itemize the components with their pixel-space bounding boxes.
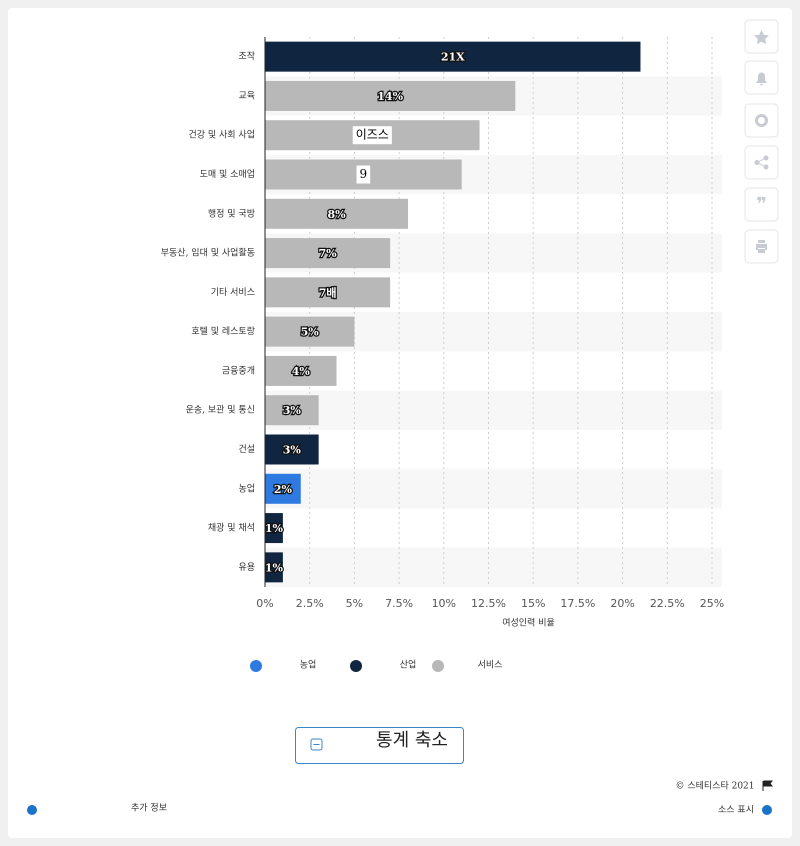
bell-icon (756, 72, 767, 86)
annotation: 9 (360, 167, 368, 181)
bar (265, 41, 641, 72)
y-tick-label: 도매 및 소매업 (200, 168, 255, 180)
quote-icon: ❞ (756, 194, 767, 215)
x-tick-label: 20% (610, 597, 634, 610)
toolbar: ❞ (744, 19, 779, 264)
y-tick-label: 농업 (238, 483, 255, 494)
y-tick-label: 건설 (238, 444, 255, 455)
share-icon (754, 155, 769, 170)
settings-button[interactable] (744, 103, 779, 138)
y-tick-label: 금융중개 (222, 365, 255, 376)
x-tick-label: 22.5% (650, 597, 685, 610)
x-tick-label: 7.5% (385, 597, 413, 610)
legend-marker (350, 660, 362, 672)
collapse-icon (310, 738, 323, 751)
bar (265, 434, 319, 465)
flag-icon (762, 780, 774, 791)
x-tick-label: 10% (432, 597, 456, 610)
annotation-box (356, 165, 371, 184)
value-label: 21X (441, 51, 465, 64)
bar (265, 238, 391, 269)
y-tick-label: 교육 (238, 90, 255, 101)
info-icon (762, 805, 772, 815)
more-info[interactable]: 추가 정보 (131, 803, 167, 814)
value-label: 1% (265, 561, 284, 574)
legend-marker (250, 660, 262, 672)
y-tick-label: 행정 및 국방 (208, 207, 255, 219)
value-label: 7배 (319, 285, 337, 299)
bar (265, 395, 319, 426)
collapse-label[interactable]: 통계 축소 (376, 730, 448, 751)
value-label: 14% (377, 90, 403, 103)
y-tick-label: 유용 (238, 562, 255, 573)
bar (265, 355, 337, 386)
x-tick-label: 25% (700, 597, 724, 610)
bar (265, 552, 283, 583)
y-tick-label: 운송, 보관 및 통신 (186, 404, 255, 416)
y-tick-label: 호텔 및 레스토랑 (191, 325, 255, 337)
show-source[interactable]: 소스 표시 (718, 805, 754, 816)
info-icon (27, 805, 37, 815)
legend-marker (432, 660, 444, 672)
y-tick-label: 채광 및 채석 (208, 522, 255, 534)
x-axis-label: 여성인력 비율 (502, 617, 555, 629)
bar (265, 513, 283, 544)
value-label: 8% (327, 208, 346, 221)
bar (265, 316, 355, 347)
x-tick-label: 5% (346, 597, 363, 610)
annotation: 이즈스 (356, 128, 389, 142)
gear-icon (755, 114, 768, 127)
x-tick-label: 17.5% (560, 597, 595, 610)
value-label: 2% (274, 483, 293, 496)
value-label: 1% (265, 522, 284, 535)
y-tick-label: 조작 (238, 51, 255, 62)
legend-label: 서비스 (478, 660, 503, 671)
value-label: 3% (283, 444, 302, 457)
row-band (265, 547, 722, 587)
bar (265, 277, 391, 308)
x-tick-label: 0% (256, 597, 273, 610)
row-band (265, 390, 722, 430)
cite-button[interactable] (744, 187, 779, 222)
x-tick-label: 2.5% (296, 597, 324, 610)
copyright: © 스테티스타 2021 (675, 781, 754, 792)
share-button[interactable] (744, 145, 779, 180)
value-label: 4% (292, 365, 311, 378)
legend-label: 산업 (400, 660, 417, 671)
y-tick-label: 부동산, 임대 및 사업활동 (161, 247, 255, 259)
collapse-button[interactable] (295, 727, 464, 764)
print-icon (756, 240, 767, 253)
bar (265, 473, 301, 504)
value-label: 7% (319, 247, 338, 260)
x-tick-label: 12.5% (471, 597, 506, 610)
value-label: 3% (283, 404, 302, 417)
bar (265, 80, 516, 111)
value-label: 5% (301, 326, 320, 339)
annotation-box (352, 126, 392, 145)
row-band (265, 469, 722, 509)
y-tick-label: 기타 서비스 (211, 287, 255, 298)
bar (265, 198, 409, 229)
y-tick-label: 건강 및 사회 사업 (188, 129, 255, 141)
legend-label: 농업 (300, 660, 317, 671)
star-icon (754, 30, 769, 45)
x-tick-label: 15% (521, 597, 545, 610)
